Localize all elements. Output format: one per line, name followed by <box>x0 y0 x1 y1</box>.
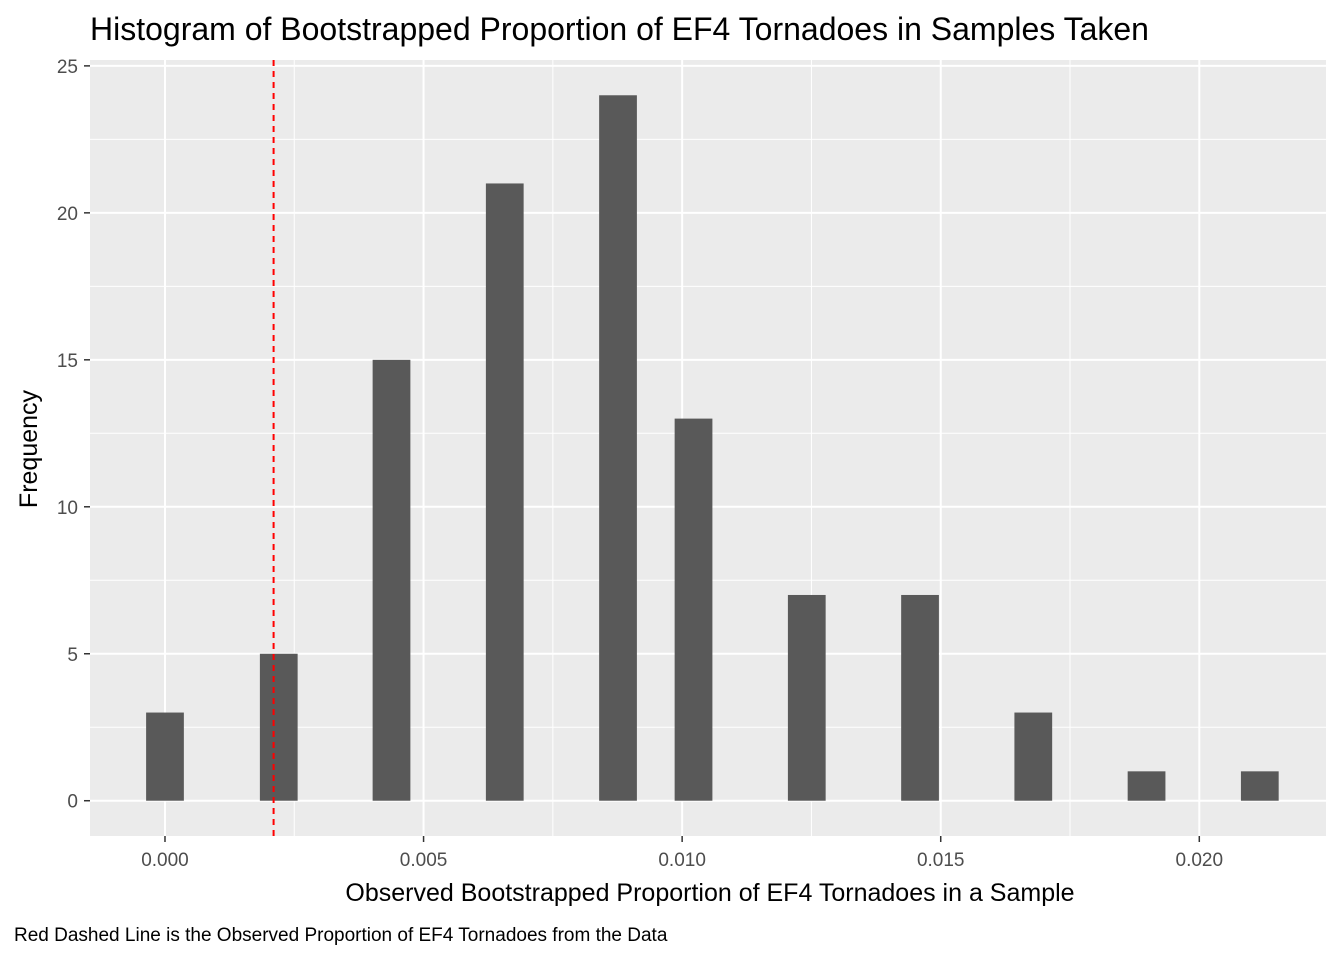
histogram-bar <box>674 418 713 801</box>
histogram-bar <box>259 653 298 801</box>
x-tick-label: 0.000 <box>141 850 189 871</box>
histogram-bar <box>485 183 524 801</box>
histogram-bar <box>1014 712 1053 801</box>
histogram-bar <box>1240 771 1279 801</box>
x-tick-label: 0.015 <box>917 850 965 871</box>
y-tick-label: 15 <box>57 351 78 372</box>
x-tick-label: 0.005 <box>400 850 448 871</box>
y-tick-label: 10 <box>57 498 78 519</box>
y-tick-label: 20 <box>57 204 78 225</box>
y-axis-title: Frequency <box>15 389 43 508</box>
histogram-bar <box>1127 771 1166 801</box>
histogram-bar <box>901 594 939 801</box>
x-axis: 0.000 0.005 0.010 0.015 0.020 <box>141 836 1223 871</box>
y-tick-label: 5 <box>67 645 78 666</box>
histogram-bar <box>599 95 637 801</box>
chart-caption: Red Dashed Line is the Observed Proporti… <box>14 925 668 946</box>
x-tick-label: 0.010 <box>658 850 706 871</box>
chart-title: Histogram of Bootstrapped Proportion of … <box>90 11 1149 47</box>
histogram-bar <box>146 712 184 801</box>
histogram-bars <box>146 95 1279 801</box>
histogram-bar <box>372 359 411 801</box>
histogram-bar <box>787 594 826 801</box>
y-tick-label: 0 <box>67 792 78 813</box>
y-tick-label: 25 <box>57 57 78 78</box>
x-axis-title: Observed Bootstrapped Proportion of EF4 … <box>345 879 1074 907</box>
x-tick-label: 0.020 <box>1176 850 1224 871</box>
y-axis: 0 5 10 15 20 25 <box>57 57 90 813</box>
